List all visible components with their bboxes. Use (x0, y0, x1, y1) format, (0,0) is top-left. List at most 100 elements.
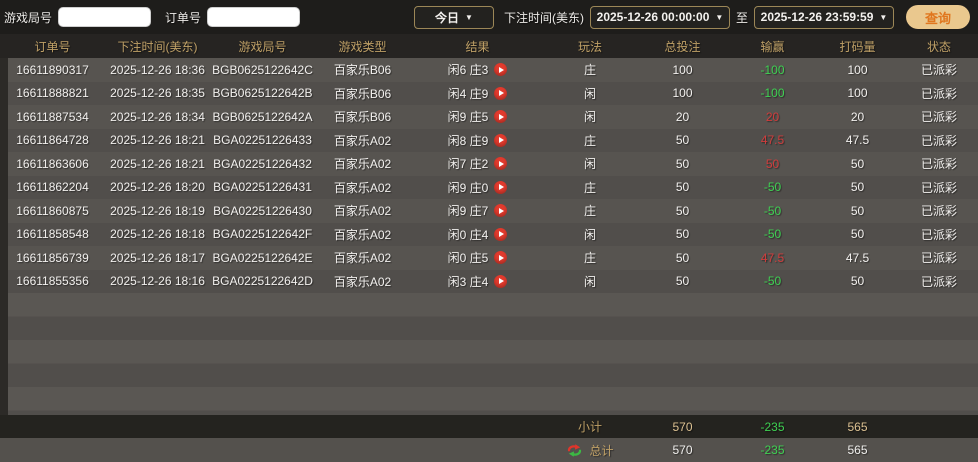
cell-total-bet: 100 (672, 62, 693, 77)
table-row: 16611888821 2025-12-26 18:35 BGB06251226… (0, 81, 978, 106)
cell-total-bet: 50 (675, 133, 690, 148)
cell-turnover: 50 (850, 274, 865, 289)
cell-total-bet: 50 (675, 180, 690, 195)
to-label: 至 (735, 10, 748, 25)
order-no-input[interactable] (207, 7, 301, 27)
replay-play-icon[interactable] (494, 227, 508, 241)
cell-play: 闲 (583, 86, 596, 101)
play-triangle (499, 66, 505, 73)
replay-play-icon[interactable] (494, 204, 508, 218)
cell-round-no: BGA0225122642F (212, 227, 313, 242)
cell-total-bet: 50 (675, 203, 690, 218)
result-text: 闲6 庄3 (447, 63, 489, 78)
order-no-label: 订单号 (165, 10, 202, 25)
cell-bet-time: 2025-12-26 18:17 (110, 250, 205, 265)
cell-order-no: 16611862204 (16, 180, 89, 195)
cell-result: 闲0 庄5 (410, 246, 545, 270)
column-header-play: 玩法 (577, 39, 602, 54)
cell-win-loss: -50 (763, 180, 782, 195)
total-label: 总计 (589, 443, 614, 458)
replay-play-icon[interactable] (494, 274, 508, 288)
cell-result: 闲9 庄0 (410, 176, 545, 200)
cell-play: 庄 (583, 204, 596, 219)
cell-game-type: 百家乐A02 (333, 274, 392, 289)
chevron-down-icon: ▼ (715, 12, 724, 22)
date-range-select[interactable]: 今日 ▼ (413, 5, 494, 29)
cell-turnover: 50 (850, 156, 865, 171)
subtotal-turnover: 565 (847, 419, 868, 434)
chevron-down-icon: ▼ (879, 12, 888, 22)
cell-total-bet: 100 (672, 86, 693, 101)
replay-play-icon[interactable] (494, 110, 508, 124)
game-round-label: 游戏局号 (4, 10, 53, 25)
result-text: 闲9 庄0 (447, 180, 489, 195)
start-time-select[interactable]: 2025-12-26 00:00:00 ▼ (589, 5, 730, 29)
column-header-total-bet: 总投注 (664, 39, 701, 54)
column-header-bet-time: 下注时间(美东) (117, 39, 198, 54)
refresh-sync-icon[interactable] (566, 443, 583, 457)
cell-order-no: 16611864728 (16, 133, 89, 148)
cell-game-type: 百家乐B06 (333, 86, 392, 101)
cell-order-no: 16611887534 (16, 109, 89, 124)
cell-round-no: BGA02251226433 (213, 133, 312, 148)
end-time-select[interactable]: 2025-12-26 23:59:59 ▼ (754, 5, 894, 29)
result-text: 闲8 庄9 (447, 133, 489, 148)
cell-round-no: BGB0625122642C (212, 62, 313, 77)
table-row: 16611890317 2025-12-26 18:36 BGB06251226… (0, 58, 978, 82)
cell-order-no: 16611858548 (16, 227, 89, 242)
replay-play-icon[interactable] (494, 133, 508, 147)
cell-status: 已派彩 (920, 86, 957, 101)
cell-total-bet: 20 (675, 109, 690, 124)
cell-bet-time: 2025-12-26 18:19 (110, 203, 205, 218)
table-row: 16611862204 2025-12-26 18:20 BGA02251226… (0, 175, 978, 200)
cell-bet-time: 2025-12-26 18:35 (110, 86, 205, 101)
result-text: 闲0 庄5 (447, 251, 489, 266)
cell-win-loss: 47.5 (760, 250, 785, 265)
cell-win-loss: -50 (763, 203, 782, 218)
column-header-order-no: 订单号 (34, 39, 71, 54)
cell-order-no: 16611888821 (16, 86, 89, 101)
query-button[interactable]: 查询 (906, 5, 970, 29)
cell-win-loss: -100 (760, 62, 785, 77)
cell-game-type: 百家乐A02 (333, 251, 392, 266)
subtotal-label: 小计 (577, 420, 602, 434)
replay-play-icon[interactable] (494, 251, 508, 265)
cell-result: 闲4 庄9 (410, 82, 545, 106)
cell-status: 已派彩 (920, 157, 957, 172)
subtotal-row: 小计 570 -235 565 (0, 415, 978, 438)
total-win-loss: -235 (760, 443, 785, 457)
table-row: 16611887534 2025-12-26 18:34 BGB06251226… (0, 105, 978, 129)
cell-result: 闲9 庄5 (410, 105, 545, 129)
replay-play-icon[interactable] (494, 157, 508, 171)
cell-play: 闲 (583, 227, 596, 242)
cell-game-type: 百家乐A02 (333, 204, 392, 219)
cell-bet-time: 2025-12-26 18:36 (110, 62, 205, 77)
replay-play-icon[interactable] (494, 86, 508, 100)
replay-play-icon[interactable] (494, 180, 508, 194)
start-time-value: 2025-12-26 00:00:00 (596, 10, 710, 24)
cell-order-no: 16611890317 (16, 62, 89, 77)
cell-bet-time: 2025-12-26 18:34 (110, 109, 205, 124)
table-row: 16611855356 2025-12-26 18:16 BGA02251226… (0, 269, 978, 293)
table-row: 16611860875 2025-12-26 18:19 BGA02251226… (0, 199, 978, 223)
play-triangle (499, 207, 505, 214)
game-round-input[interactable] (58, 7, 152, 27)
table-body: 16611890317 2025-12-26 18:36 BGB06251226… (0, 58, 978, 415)
cell-win-loss: -50 (763, 274, 782, 289)
cell-total-bet: 50 (675, 274, 690, 289)
cell-bet-time: 2025-12-26 18:18 (110, 227, 205, 242)
cell-round-no: BGA02251226431 (213, 180, 312, 195)
cell-turnover: 100 (847, 86, 868, 101)
cell-game-type: 百家乐A02 (333, 157, 392, 172)
cell-game-type: 百家乐B06 (333, 63, 392, 78)
replay-play-icon[interactable] (494, 63, 508, 77)
empty-rows-area (0, 293, 978, 415)
cell-turnover: 50 (850, 180, 865, 195)
column-header-result: 结果 (465, 39, 490, 54)
cell-play: 庄 (583, 63, 596, 78)
cell-total-bet: 50 (675, 250, 690, 265)
cell-order-no: 16611860875 (16, 203, 89, 218)
cell-play: 庄 (583, 251, 596, 266)
cell-result: 闲9 庄7 (410, 199, 545, 223)
